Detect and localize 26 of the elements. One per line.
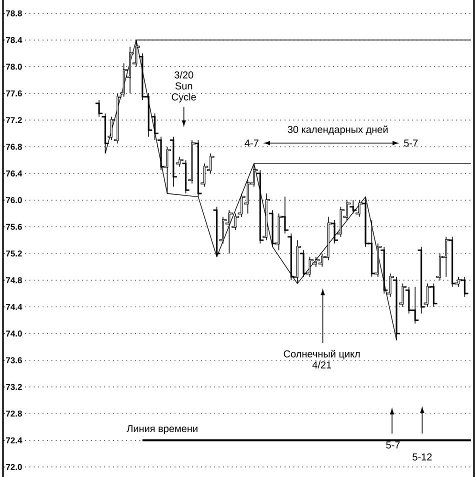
y-tick-label: 74.4 xyxy=(6,304,22,310)
series-label: Линия времени xyxy=(126,425,198,434)
y-tick-label: 78.8 xyxy=(6,10,22,16)
annotation: 5-7 xyxy=(386,442,400,449)
y-tick-label: 77.6 xyxy=(6,90,22,96)
y-tick-label: 75.2 xyxy=(6,250,22,257)
y-tick-label: 72.4 xyxy=(6,437,22,444)
y-tick-label: 76.8 xyxy=(6,144,22,150)
y-tick-label: 76.4 xyxy=(6,170,22,176)
annotation: 3/20 Sun Cycle xyxy=(172,71,196,102)
annotation: 30 календарных дней xyxy=(288,125,388,135)
y-tick-label: 78.4 xyxy=(6,37,22,44)
y-tick-label: 72.8 xyxy=(6,410,22,417)
y-tick-label: 78.0 xyxy=(6,64,22,70)
annotation: 4-7 xyxy=(244,140,258,147)
y-tick-label: 72.0 xyxy=(6,464,22,470)
y-tick-label: 76.0 xyxy=(6,197,22,204)
annotation: Солнечный цикл 4/21 xyxy=(284,350,360,368)
annotation: 5-12 xyxy=(412,453,432,460)
y-tick-label: 73.2 xyxy=(6,384,22,390)
y-tick-label: 77.2 xyxy=(6,117,22,124)
y-tick-label: 74.0 xyxy=(6,330,22,337)
y-tick-label: 75.6 xyxy=(6,224,22,230)
y-tick-label: 74.8 xyxy=(6,277,22,284)
annotation: 5-7 xyxy=(404,140,418,147)
y-tick-label: 73.6 xyxy=(6,357,22,364)
